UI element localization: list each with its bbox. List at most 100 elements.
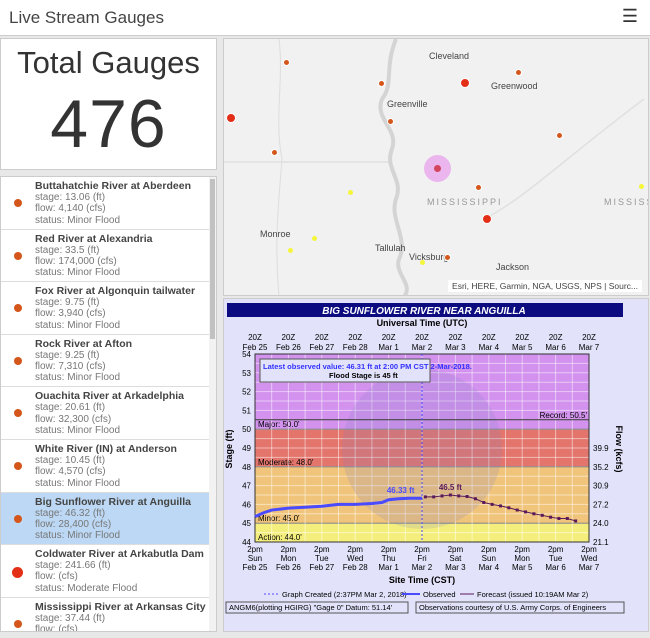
gauge-marker[interactable]	[555, 131, 563, 139]
y-tick-label: 46	[242, 500, 251, 509]
gauge-marker[interactable]	[443, 253, 451, 261]
bottom-tick-label: 2pm	[414, 545, 430, 554]
gauge-marker[interactable]	[386, 117, 394, 125]
gauge-list-item[interactable]: Mississippi River at Arkansas City stage…	[1, 598, 211, 632]
map-city-label: Monroe	[260, 229, 291, 239]
gauge-flow: flow: (cfs)	[35, 624, 78, 632]
info-line: Latest observed value: 46.31 ft at 2:00 …	[263, 362, 472, 371]
forecast-point	[448, 493, 452, 497]
gauge-marker[interactable]	[270, 148, 278, 156]
gauge-list-item[interactable]: Red River at Alexandria stage: 33.5 (ft)…	[1, 230, 211, 283]
gauge-marker[interactable]	[282, 58, 290, 66]
bottom-tick-label: Mar 2	[412, 563, 433, 572]
bottom-tick-label: 2pm	[281, 545, 297, 554]
y-tick-label: 51	[242, 406, 251, 415]
top-tick-label: 20Z	[282, 333, 296, 342]
app-header: Live Stream Gauges ☰	[0, 0, 650, 36]
gauge-status-dot-icon	[14, 356, 22, 365]
bottom-tick-label: Mar 5	[512, 563, 533, 572]
y2-axis-label: Flow (kcfs)	[614, 425, 624, 472]
gauge-marker[interactable]	[482, 214, 492, 224]
footer-datum: ANGM6(plotting HGIRG) "Gage 0" Datum: 51…	[229, 603, 393, 612]
gauge-marker-no-flood[interactable]	[348, 190, 353, 195]
gauge-marker[interactable]	[377, 79, 385, 87]
gauge-list-item[interactable]: White River (IN) at Anderson stage: 10.4…	[1, 440, 211, 493]
gauge-stage: stage: 13.06 (ft)	[35, 192, 106, 203]
gauge-flow: flow: 4,140 (cfs)	[35, 203, 106, 215]
forecast-point	[482, 501, 486, 505]
hamburger-icon[interactable]: ☰	[621, 6, 638, 26]
top-tick-label: 20Z	[549, 333, 563, 342]
gauge-marker-no-flood[interactable]	[312, 236, 317, 241]
gauge-status: status: Moderate Flood	[35, 582, 138, 594]
map-view[interactable]: Cleveland Greenwood Greenville MISSISSIPPI M…	[223, 38, 649, 296]
bottom-tick-label: 2pm	[581, 545, 597, 554]
legend-forecast: Forecast (issued 10:19AM Mar 2)	[477, 590, 589, 599]
forecast-point	[507, 506, 511, 510]
flood-band-label: Moderate: 48.0'	[258, 458, 314, 467]
bottom-tick-label: Mon	[514, 554, 530, 563]
gauge-list-item[interactable]: Fox River at Algonquin tailwater stage: …	[1, 282, 211, 335]
gauge-status: status: Minor Flood	[35, 477, 121, 489]
y-axis-label: Stage (ft)	[224, 430, 234, 469]
gauge-flow: flow: 7,310 (cfs)	[35, 361, 106, 373]
top-tick-label: Mar 6	[545, 343, 566, 352]
gauge-status: status: Minor Flood	[35, 214, 121, 226]
y-tick-label: 50	[242, 425, 251, 434]
forecast-point	[473, 497, 477, 501]
chart-title: BIG SUNFLOWER RIVER NEAR ANGUILLA	[322, 306, 526, 317]
top-axis-label: Universal Time (UTC)	[377, 318, 468, 328]
gauge-flow: flow: 3,940 (cfs)	[35, 308, 106, 320]
forecast-point	[532, 512, 536, 516]
top-tick-label: Feb 25	[243, 343, 268, 352]
top-tick-label: 20Z	[449, 333, 463, 342]
gauge-name: White River (IN) at Anderson	[35, 442, 177, 455]
gauge-name: Coldwater River at Arkabutla Dam	[35, 548, 204, 561]
bottom-tick-label: Sat	[449, 554, 462, 563]
forecast-point	[557, 517, 561, 520]
gauge-stage: stage: 37.44 (ft)	[35, 612, 106, 624]
top-tick-label: 20Z	[248, 333, 262, 342]
gauge-stage: stage: 20.61 (ft)	[35, 402, 106, 414]
series-line	[254, 496, 422, 518]
flood-band-label: Major: 50.0'	[258, 420, 300, 429]
bottom-tick-label: Fri	[417, 554, 427, 563]
gauge-marker[interactable]	[474, 183, 482, 191]
gauge-list-item[interactable]: Buttahatchie River at Aberdeen stage: 13…	[1, 177, 211, 230]
gauge-list-item[interactable]: Ouachita River at Arkadelphia stage: 20.…	[1, 387, 211, 440]
gauge-list-item[interactable]: Rock River at Afton stage: 9.25 (ft) flo…	[1, 335, 211, 388]
gauge-list-item[interactable]: Coldwater River at Arkabutla Dam stage: …	[1, 545, 211, 598]
hydrograph-panel: BIG SUNFLOWER RIVER NEAR ANGUILLA Univers…	[223, 298, 649, 632]
top-tick-label: Mar 1	[378, 343, 399, 352]
top-tick-label: Feb 27	[309, 343, 334, 352]
gauge-status-dot-icon	[14, 304, 22, 313]
gauge-list-item[interactable]: Big Sunflower River at Anguilla stage: 4…	[1, 492, 211, 546]
gauge-marker[interactable]	[514, 68, 522, 76]
gauge-stage: stage: 9.75 (ft)	[35, 297, 100, 309]
x-axis-label: Site Time (CST)	[389, 575, 455, 585]
gauge-status-dot-icon	[14, 199, 22, 207]
selected-gauge-highlight[interactable]	[424, 155, 451, 182]
gauge-marker[interactable]	[460, 78, 470, 88]
gauge-stage: stage: 10.45 (ft)	[35, 454, 106, 466]
bottom-tick-label: Wed	[581, 554, 597, 563]
forecast-point	[498, 504, 502, 508]
gauge-marker-no-flood[interactable]	[639, 184, 644, 189]
gauge-marker-no-flood[interactable]	[420, 260, 425, 265]
bottom-tick-label: Wed	[347, 554, 363, 563]
gauge-marker[interactable]	[226, 113, 236, 123]
gauge-stage: stage: 9.25 (ft)	[35, 349, 100, 361]
gauge-status-dot-icon	[12, 567, 23, 579]
counter-label: Total Gauges	[17, 45, 200, 80]
gauge-marker-no-flood[interactable]	[288, 248, 293, 253]
bottom-tick-label: 2pm	[381, 545, 397, 554]
forecast-point	[423, 495, 427, 499]
list-scrollbar[interactable]	[209, 177, 216, 631]
y-tick-label: 48	[242, 463, 251, 472]
bottom-tick-label: Feb 28	[343, 563, 368, 572]
gauge-status: status: Minor Flood	[35, 267, 121, 279]
gauge-name: Mississippi River at Arkansas City	[35, 600, 206, 613]
map-city-label: Greenville	[387, 99, 428, 109]
bottom-tick-label: Mon	[281, 554, 297, 563]
top-tick-label: 20Z	[515, 333, 529, 342]
